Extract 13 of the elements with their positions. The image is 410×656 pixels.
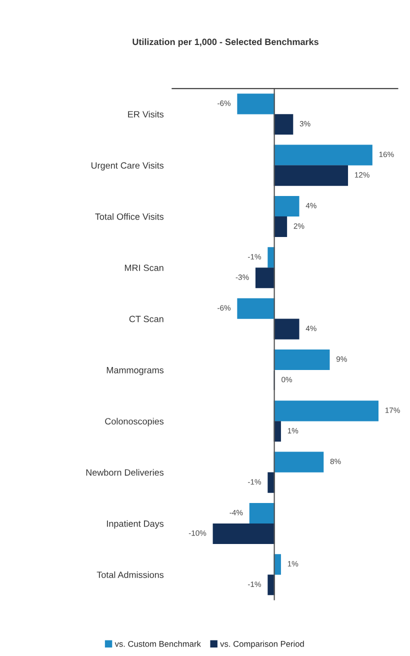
y-tick-label: ER Visits: [128, 110, 164, 118]
y-tick-label: Urgent Care Visits: [91, 162, 164, 170]
y-tick-label: CT Scan: [129, 316, 164, 322]
y-tick-label: Mammograms: [106, 367, 164, 376]
legend-label: vs. Comparison Period: [220, 640, 304, 648]
y-tick-label: Inpatient Days: [106, 520, 164, 529]
legend-label: vs. Custom Benchmark: [114, 640, 201, 647]
y-tick-label: MRI Scan: [124, 264, 164, 272]
y-tick-label: Total Admissions: [96, 571, 164, 578]
y-tick-label: Newborn Deliveries: [86, 469, 164, 476]
chart-title: Utilization per 1,000 - Selected Benchmarks: [132, 38, 318, 47]
y-tick-label: Colonoscopies: [105, 418, 164, 426]
y-tick-label: Total Office Visits: [95, 213, 164, 220]
